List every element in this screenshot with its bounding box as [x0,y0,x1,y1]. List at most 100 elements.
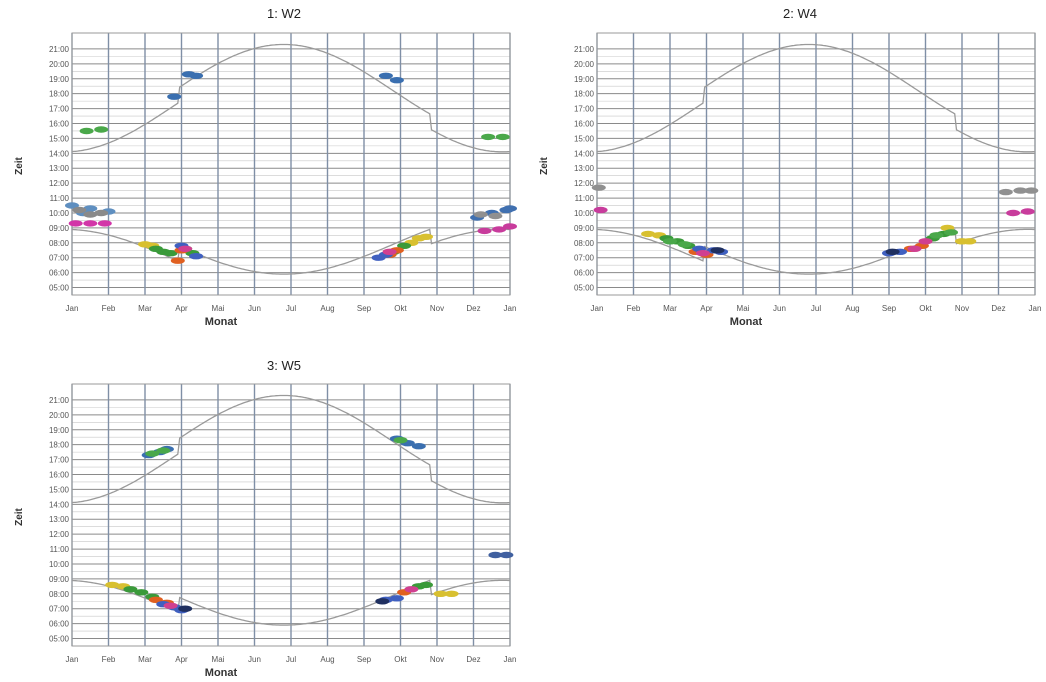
x-tick-label: Sep [357,304,372,313]
y-tick-label: 18:00 [574,90,595,99]
y-tick-label: 15:00 [574,134,595,143]
data-point [503,223,517,230]
y-tick-label: 08:00 [49,590,70,599]
x-tick-label: Jan [504,304,517,313]
y-tick-label: 07:00 [49,605,70,614]
x-tick-label: Nov [430,655,444,664]
data-point [72,206,87,214]
y-tick-label: 20:00 [49,60,70,69]
data-point [641,230,656,238]
y-tick-label: 07:00 [574,254,595,263]
y-tick-label: 05:00 [49,635,70,644]
y-tick-label: 20:00 [574,60,595,69]
data-point [189,72,204,80]
data-point [998,188,1013,196]
data-point [492,226,507,233]
data-point [477,227,492,235]
data-point [411,443,426,450]
data-point [1013,187,1028,194]
data-point [885,248,900,255]
chart-title: 2: W4 [783,6,817,21]
x-tick-label: Mar [138,304,152,313]
x-tick-label: Aug [320,304,334,313]
x-tick-label: Jun [773,304,786,313]
y-tick-label: 20:00 [49,411,70,420]
data-point [488,212,503,220]
y-tick-label: 06:00 [574,269,595,278]
y-tick-label: 19:00 [574,75,595,84]
data-point [97,220,112,227]
y-tick-label: 09:00 [574,224,595,233]
x-tick-label: Jan [66,655,79,664]
data-point [663,238,677,245]
data-point [68,220,83,227]
data-point [123,586,138,593]
plot-frame [71,32,511,296]
y-tick-label: 11:00 [575,194,595,203]
data-point [929,232,944,239]
y-tick-label: 10:00 [49,560,70,569]
y-tick-label: 14:00 [49,149,70,158]
data-point [419,233,433,240]
y-tick-label: 13:00 [49,164,70,173]
y-tick-label: 18:00 [49,90,70,99]
y-tick-label: 12:00 [574,179,595,188]
y-tick-label: 16:00 [49,119,70,128]
y-tick-label: 18:00 [49,441,70,450]
y-tick-label: 12:00 [49,179,70,188]
x-tick-label: Feb [102,304,116,313]
data-point [163,250,178,257]
data-point [393,437,408,444]
data-point [444,590,459,597]
data-point [156,447,171,454]
data-point [404,586,419,593]
data-point [907,245,922,252]
data-point [473,211,488,218]
y-tick-label: 11:00 [50,545,70,554]
data-point [167,93,182,100]
y-tick-label: 09:00 [49,575,70,584]
y-tick-label: 21:00 [49,45,70,54]
data-point [503,205,517,212]
x-tick-label: Feb [627,304,641,313]
data-point [83,205,98,212]
data-point [1020,208,1035,215]
y-tick-label: 21:00 [49,396,70,405]
x-tick-label: Nov [955,304,969,313]
chart-title: 1: W2 [267,6,301,21]
data-point [499,551,514,559]
data-point [962,238,977,245]
y-tick-label: 16:00 [574,119,595,128]
sunset-curve [71,394,511,504]
y-tick-label: 13:00 [574,164,595,173]
chart-panel: 2: W4 21:00 20:00 19:00 18:00 17:00 16:00 15:00… [539,6,1041,328]
x-tick-label: Jul [286,304,296,313]
x-tick-label: Jan [504,655,517,664]
plot-frame [596,32,1036,296]
data-point [481,133,496,141]
y-tick-label: 08:00 [49,239,70,248]
data-point [79,127,94,135]
x-tick-label: Aug [845,304,859,313]
y-tick-label: 09:00 [49,224,70,233]
y-tick-label: 12:00 [49,530,70,539]
y-tick-label: 16:00 [49,470,70,479]
x-tick-label: Dez [991,304,1005,313]
x-tick-label: Mai [212,304,225,313]
x-axis-label: Monat [205,316,238,328]
data-point [389,77,404,84]
x-tick-label: Okt [394,304,407,313]
x-tick-label: Jan [1029,304,1042,313]
data-point [382,248,397,255]
x-tick-label: Jan [591,304,604,313]
x-tick-label: Dez [466,304,480,313]
data-point [163,602,178,609]
data-point [710,247,725,254]
x-tick-label: Jun [248,655,261,664]
y-tick-label: 05:00 [574,284,595,293]
y-tick-label: 19:00 [49,75,70,84]
data-point [178,605,193,612]
x-tick-label: Apr [175,655,188,664]
y-axis-label: Zeit [539,156,550,174]
